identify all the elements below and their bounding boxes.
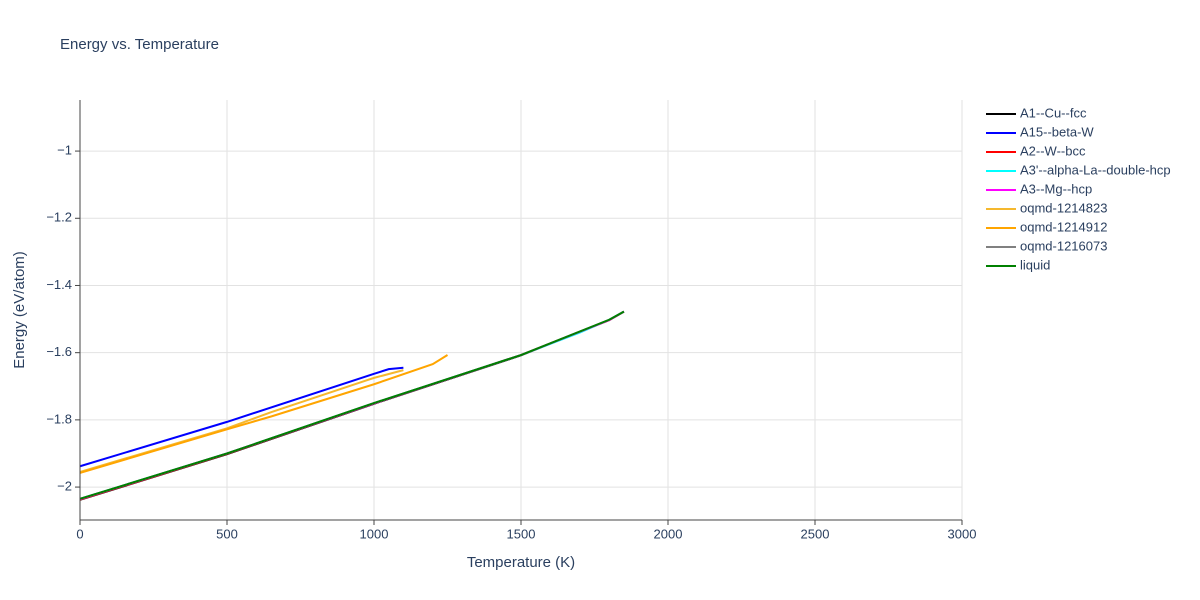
y-axis-title: Energy (eV/atom) [11,251,28,369]
legend: A1--Cu--fcc A15--beta-W A2--W--bcc A3'--alp… [986,105,1171,272]
series-line [79,310,625,500]
y-tick-label: −1.6 [46,344,72,359]
y-tick-label: −1 [57,143,72,158]
legend-label: A1--Cu--fcc [1020,105,1087,120]
legend-label: oqmd-1216073 [1020,238,1107,253]
x-tick-label: 0 [76,526,83,541]
series-line [79,369,404,473]
series-line [79,354,449,474]
legend-label: oqmd-1214912 [1020,219,1107,234]
y-tick-label: −1.8 [46,411,72,426]
series-line [79,366,404,468]
legend-label: liquid [1020,257,1050,272]
legend-label: A2--W--bcc [1020,143,1086,158]
y-tick-label: −2 [57,479,72,494]
y-tick-label: −1.4 [46,277,72,292]
plot-area [79,310,625,501]
x-axis-title: Temperature (K) [467,554,575,571]
x-tick-label: 2000 [654,526,683,541]
x-tick-label: 500 [216,526,238,541]
x-tick-label: 1500 [507,526,536,541]
series-line [79,310,625,501]
x-tick-label: 3000 [948,526,977,541]
legend-label: A3--Mg--hcp [1020,181,1092,196]
series-line [79,310,625,501]
y-tick-label: −1.2 [46,210,72,225]
x-tick-label: 1000 [360,526,389,541]
series-line [79,310,625,501]
legend-label: A15--beta-W [1020,124,1094,139]
x-tick-label: 2500 [801,526,830,541]
legend-label: oqmd-1214823 [1020,200,1107,215]
chart-title: Energy vs. Temperature [60,36,219,53]
grid [79,100,963,520]
series-line [79,310,625,500]
legend-label: A3'--alpha-La--double-hcp [1020,162,1171,177]
series-line [79,310,625,500]
